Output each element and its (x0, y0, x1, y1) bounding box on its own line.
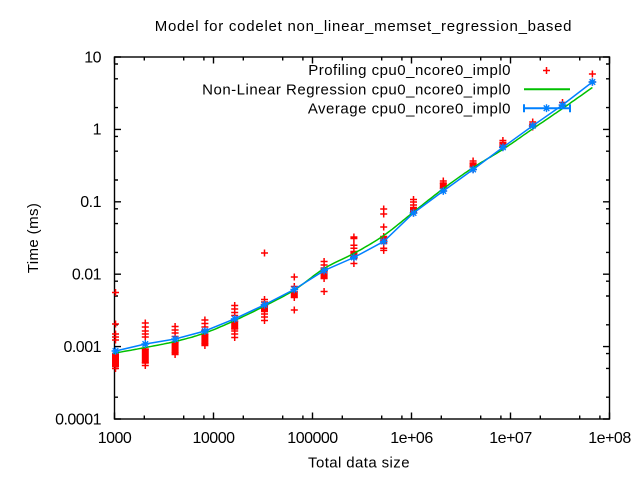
svg-text:1e+06: 1e+06 (390, 430, 433, 447)
svg-text:0.001: 0.001 (63, 339, 101, 356)
svg-text:10: 10 (84, 49, 101, 66)
svg-text:Average cpu0_ncore0_impl0: Average cpu0_ncore0_impl0 (308, 100, 511, 117)
svg-text:0.0001: 0.0001 (55, 411, 102, 428)
svg-text:Time (ms): Time (ms) (25, 203, 42, 274)
svg-text:Total data size: Total data size (308, 455, 410, 472)
svg-text:1e+08: 1e+08 (588, 430, 631, 447)
svg-text:10000: 10000 (193, 430, 236, 447)
svg-text:Model for codelet non_linear_m: Model for codelet non_linear_memset_regr… (155, 18, 573, 35)
svg-text:Non-Linear Regression cpu0_nco: Non-Linear Regression cpu0_ncore0_impl0 (202, 81, 511, 98)
svg-text:100000: 100000 (287, 430, 338, 447)
svg-text:0.01: 0.01 (72, 267, 102, 284)
svg-text:Profiling cpu0_ncore0_impl0: Profiling cpu0_ncore0_impl0 (308, 62, 511, 79)
svg-text:0.1: 0.1 (80, 194, 101, 211)
svg-text:1: 1 (93, 122, 102, 139)
svg-text:1000: 1000 (98, 430, 132, 447)
svg-text:1e+07: 1e+07 (489, 430, 532, 447)
